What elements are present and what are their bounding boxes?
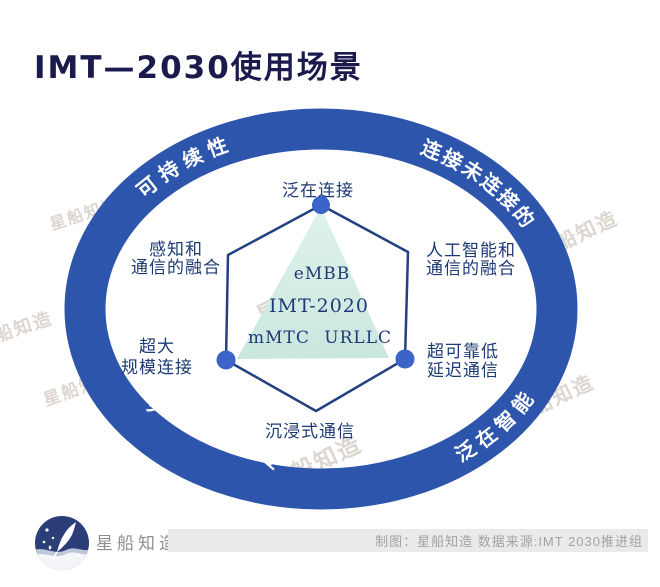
label-immersive-communication: 沉浸式通信 xyxy=(265,422,355,442)
triangle-label-embb: eMBB xyxy=(294,264,350,284)
hexagon-outline xyxy=(224,203,410,413)
star-icon xyxy=(48,545,52,550)
label-urllc-plus-line1: 超可靠低 xyxy=(427,342,499,362)
brand-logo-svg xyxy=(35,516,89,570)
label-sensing-communication-line2: 通信的融合 xyxy=(131,258,221,278)
star-icon xyxy=(42,540,46,544)
credit-text: 制图：星船知造 数据来源:IMT 2030推进组 xyxy=(375,534,643,549)
label-urllc-plus-line2: 延迟通信 xyxy=(427,361,499,381)
feather-icon xyxy=(57,522,76,552)
triangle-label-mmtc-urllc: mMTC URLLC xyxy=(248,328,392,348)
label-massive-connectivity-line1: 超大 xyxy=(139,337,175,357)
label-sensing-communication-line1: 感知和 xyxy=(149,240,203,260)
star-icon xyxy=(45,528,49,532)
page-title: IMT—2030使用场景 xyxy=(34,50,363,86)
vertex-dot-top xyxy=(312,196,330,214)
label-massive-connectivity-line2: 规模连接 xyxy=(121,358,193,378)
brand-name: 星船知造 xyxy=(96,534,180,553)
feather-quill-stem xyxy=(52,551,58,560)
vertex-dot-lower-left xyxy=(216,350,236,370)
triangle-label-imt2020: IMT-2020 xyxy=(269,295,369,317)
credit-bar: 制图：星船知造 数据来源:IMT 2030推进组 xyxy=(168,529,648,552)
vertex-dot-lower-right xyxy=(395,349,415,369)
imt2020-triangle xyxy=(237,207,389,359)
label-ai-communication-line2: 通信的融合 xyxy=(426,259,516,279)
ring-ellipse xyxy=(64,108,578,510)
star-icon xyxy=(51,536,55,540)
ring-label-connecting-unconnected-text: 连接未连接的 xyxy=(418,135,538,234)
star-icon xyxy=(76,553,80,557)
label-ubiquitous-connectivity: 泛在连接 xyxy=(282,181,354,201)
label-ai-communication-line1: 人工智能和 xyxy=(426,241,516,261)
brand-logo xyxy=(34,515,90,571)
watermark-text: 星船知造 xyxy=(0,307,56,353)
ring-label-connecting-unconnected: 连接未连接的 xyxy=(418,135,541,234)
